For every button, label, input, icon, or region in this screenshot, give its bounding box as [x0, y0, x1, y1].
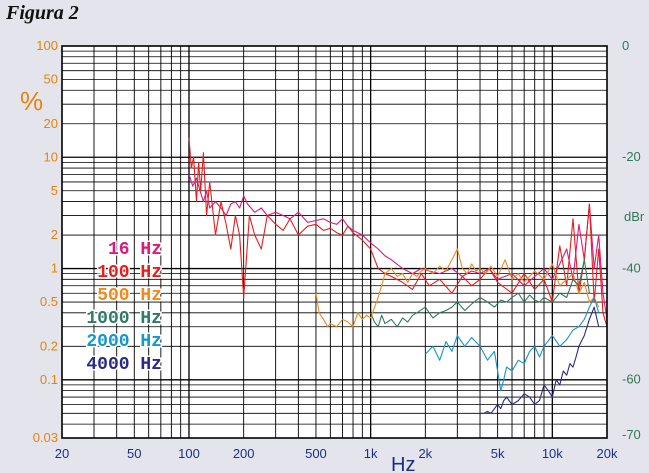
figure-title: Figura 2: [6, 2, 79, 24]
series-line-3: [370, 259, 590, 328]
y2-tick-label: -20: [622, 149, 641, 164]
x-tick-label: 500: [305, 446, 327, 461]
y-tick-label: 5: [51, 183, 58, 198]
x-axis-label: Hz: [391, 454, 415, 473]
x-tick-label: 100: [178, 446, 200, 461]
plot-frame: [61, 45, 608, 439]
x-tick-label: 10k: [542, 446, 563, 461]
x-tick-label: 1k: [364, 446, 378, 461]
series-line-4: [424, 296, 600, 392]
y-tick-label: 0.5: [40, 294, 58, 309]
y-tick-label: 10: [44, 149, 58, 164]
y-tick-label: 20: [44, 116, 58, 131]
x-tick-label: 200: [233, 446, 255, 461]
plot-background: [62, 46, 607, 438]
series-line-5: [480, 306, 600, 414]
legend-entry-0: 16 Hz: [108, 240, 162, 260]
y2-tick-label: 0: [622, 38, 629, 53]
y2-tick-label: -60: [622, 372, 641, 387]
legend: 16 Hz 100 Hz 500 Hz 1000 Hz 2000 Hz 4000 Hz: [85, 239, 164, 377]
y-tick-label: 0.03: [33, 430, 58, 445]
y2-tick-label: -70: [622, 427, 641, 442]
y-tick-label: 50: [44, 71, 58, 86]
series-line-2: [315, 248, 600, 328]
y-tick-label: 0.2: [40, 338, 58, 353]
y-axis-label: %: [20, 86, 43, 116]
series-line-0: [188, 174, 608, 320]
tick-labels: 20 50 100 200 500 1k 2k 5k 10k 20k 100 50 20 10 5 2 1 0.5…: [33, 38, 641, 461]
grid: [62, 46, 607, 438]
x-tick-label: 20: [55, 446, 69, 461]
legend-entry-2: 500 Hz: [97, 286, 162, 306]
y-tick-label: 100: [36, 38, 58, 53]
legend-entry-3: 1000 Hz: [86, 309, 162, 329]
legend-entry-1: 100 Hz: [97, 263, 162, 283]
series-lines: [188, 137, 608, 414]
legend-entry-4: 2000 Hz: [86, 332, 162, 352]
x-tick-label: 2k: [418, 446, 432, 461]
y-tick-label: 2: [51, 227, 58, 242]
x-tick-label: 5k: [491, 446, 505, 461]
y2-tick-label: -40: [622, 260, 641, 275]
y-tick-label: 0.1: [40, 372, 58, 387]
x-tick-label: 50: [127, 446, 141, 461]
x-tick-label: 20k: [597, 446, 618, 461]
series-line-1: [188, 137, 608, 327]
legend-entry-5: 4000 Hz: [86, 355, 162, 375]
y-tick-label: 1: [51, 261, 58, 276]
y2-axis-label: dBr: [624, 209, 645, 224]
